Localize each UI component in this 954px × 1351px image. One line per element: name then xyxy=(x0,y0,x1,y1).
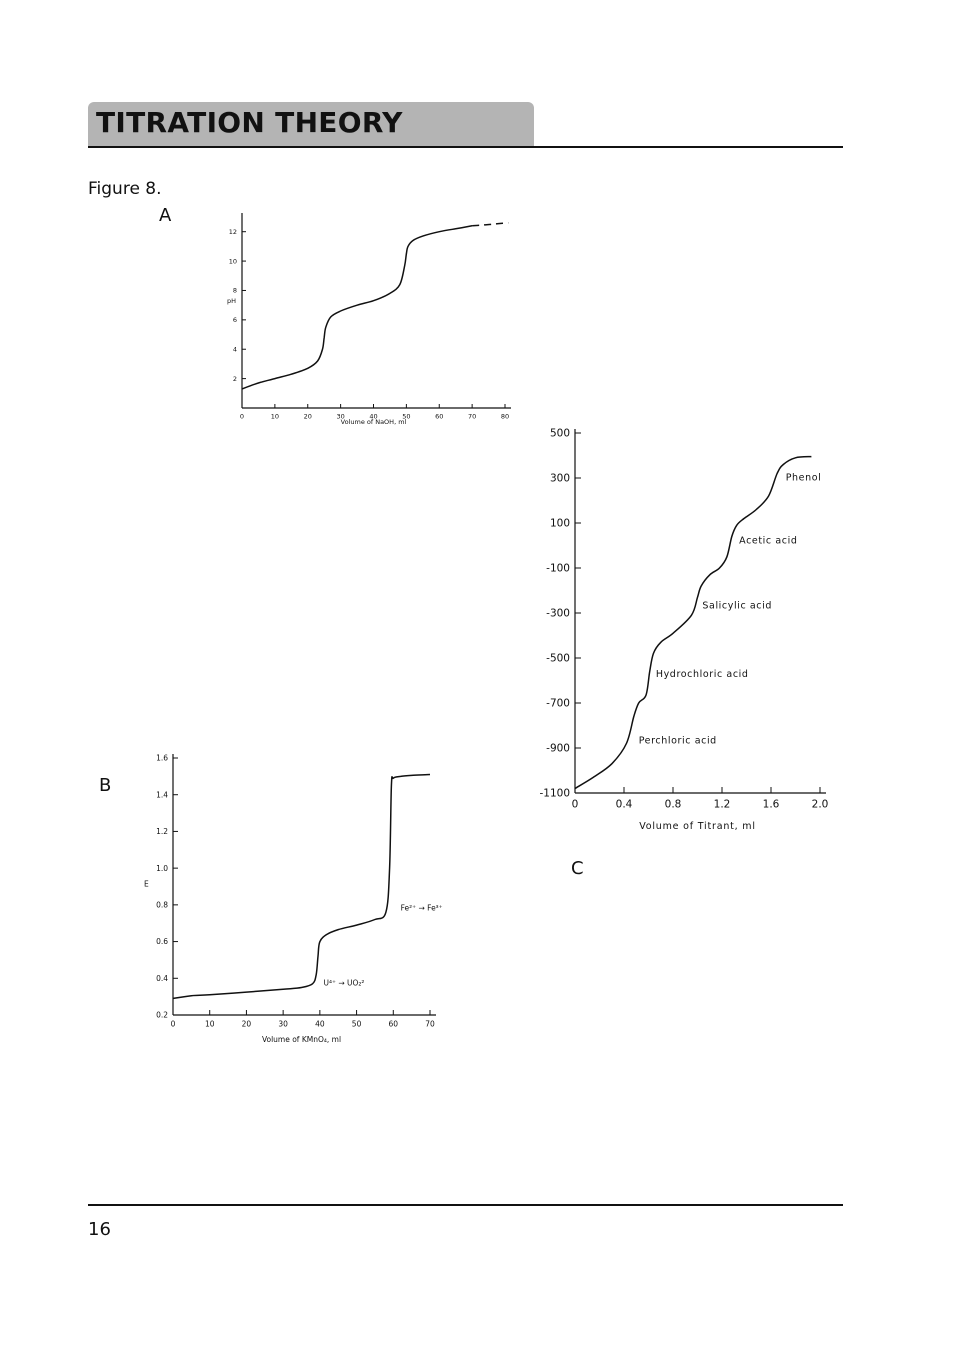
chart-b-redox-titration: 0 10 20 30 40 50 60 70 0.2 0.4 0.6 0.8 1.0 1.2 1.4 1.6 V… xyxy=(144,754,443,1044)
chart-a-x-tick-label: 40 xyxy=(369,413,377,421)
chart-a-y-tick-label: 4 xyxy=(233,346,237,354)
page-title: TITRATION THEORY xyxy=(96,106,403,139)
chart-c-x-tick-label: 0.8 xyxy=(665,799,682,811)
chart-c-y-tick-label: -700 xyxy=(546,698,570,710)
chart-c-y-tick-label: -900 xyxy=(546,743,570,755)
chart-b-y-tick-label: 0.8 xyxy=(156,900,168,909)
chart-c-y-tick-label: -100 xyxy=(546,563,570,575)
chart-b-y-tick-label: 0.6 xyxy=(156,937,168,946)
chart-b-annotation: Fe²⁺ → Fe³⁺ xyxy=(401,903,443,912)
chart-a-y-tick-label: 2 xyxy=(233,375,237,383)
chart-c-y-tick-label: 100 xyxy=(550,518,570,530)
chart-c-annotation: Acetic acid xyxy=(739,535,797,546)
chart-c-series-line-1 xyxy=(574,455,812,790)
chart-b-y-tick-label: 1.6 xyxy=(156,754,168,763)
chart-a-x-tick-label: 50 xyxy=(402,413,410,421)
chart-c-x-tick-label: 1.2 xyxy=(714,799,731,811)
chart-c-nonaqueous-titration: 0 0.4 0.8 1.2 1.6 2.0 -1100 -900 -700 -500 -300 -10… xyxy=(539,428,829,832)
chart-b-y-tick-label: 0.4 xyxy=(156,974,168,983)
chart-a-x-tick-label: 0 xyxy=(240,413,244,421)
chart-b-x-tick-label: 10 xyxy=(205,1020,215,1029)
chart-a-series-line-2 xyxy=(472,222,509,227)
chart-c-y-tick-label: -1100 xyxy=(539,788,570,800)
chart-c-x-tick-label: 1.6 xyxy=(763,799,780,811)
chart-b-annotation: U⁴⁺ → UO₂² xyxy=(324,979,365,988)
chart-a-y-tick-label: 6 xyxy=(233,316,237,324)
panel-letter-a: A xyxy=(159,205,172,226)
chart-b-x-tick-label: 70 xyxy=(425,1020,435,1029)
chart-b-y-tick-label: 1.0 xyxy=(156,864,168,873)
chart-b-x-tick-label: 0 xyxy=(171,1020,176,1029)
chart-a-x-axis-label: Volume of NaOH, ml xyxy=(341,418,407,426)
footer-rule xyxy=(88,1204,843,1206)
section-tab xyxy=(88,102,534,146)
chart-b-x-tick-label: 20 xyxy=(242,1020,252,1029)
chart-c-y-tick-label: -500 xyxy=(546,653,570,665)
chart-a-y-axis-label: pH xyxy=(227,297,236,305)
chart-c-annotation: Salicylic acid xyxy=(702,601,772,612)
chart-a-x-tick-label: 60 xyxy=(435,413,443,421)
chart-a-x-tick-label: 80 xyxy=(501,413,509,421)
chart-c-x-axis-label: Volume of Titrant, ml xyxy=(639,821,756,832)
panel-letter-b: B xyxy=(99,775,112,796)
chart-c-annotation: Perchloric acid xyxy=(639,736,717,747)
chart-a-y-tick-label: 12 xyxy=(229,228,237,236)
chart-a-x-tick-label: 10 xyxy=(271,413,279,421)
chart-b-y-tick-label: 1.2 xyxy=(156,827,168,836)
chart-b-x-tick-label: 30 xyxy=(278,1020,288,1029)
chart-a-y-tick-label: 10 xyxy=(229,257,237,265)
chart-a-x-tick-label: 30 xyxy=(336,413,344,421)
figure-label: Figure 8. xyxy=(88,179,162,199)
chart-a-series-line-1 xyxy=(241,225,473,390)
chart-c-y-tick-label: 300 xyxy=(550,473,570,485)
chart-c-annotation: Hydrochloric acid xyxy=(656,669,749,680)
header-rule xyxy=(88,146,843,148)
chart-b-series-line-1 xyxy=(172,773,431,1000)
chart-c-y-tick-label: 500 xyxy=(550,428,570,440)
chart-c-x-tick-label: 0.4 xyxy=(616,799,633,811)
chart-a-x-tick-label: 70 xyxy=(468,413,476,421)
chart-b-y-axis-label: E xyxy=(144,880,149,889)
panel-letter-c: C xyxy=(571,858,584,879)
chart-b-y-tick-label: 0.2 xyxy=(156,1011,168,1020)
chart-c-x-tick-label: 2.0 xyxy=(812,799,829,811)
chart-b-x-tick-label: 40 xyxy=(315,1020,325,1029)
chart-b-y-tick-label: 1.4 xyxy=(156,790,168,799)
chart-b-x-axis-label: Volume of KMnO₄, ml xyxy=(262,1035,341,1044)
chart-a-y-tick-label: 8 xyxy=(233,287,237,295)
chart-b-x-tick-label: 50 xyxy=(352,1020,362,1029)
chart-c-y-tick-label: -300 xyxy=(546,608,570,620)
page-number: 16 xyxy=(88,1219,111,1240)
chart-c-annotation: Phenol xyxy=(786,472,822,483)
chart-a-x-tick-label: 20 xyxy=(304,413,312,421)
chart-c-x-tick-label: 0 xyxy=(572,799,579,811)
chart-b-x-tick-label: 60 xyxy=(389,1020,399,1029)
chart-a-ph-titration: 0 10 20 30 40 50 60 70 80 2 4 6 8 10 12 Volume of NaOH,… xyxy=(227,213,511,426)
